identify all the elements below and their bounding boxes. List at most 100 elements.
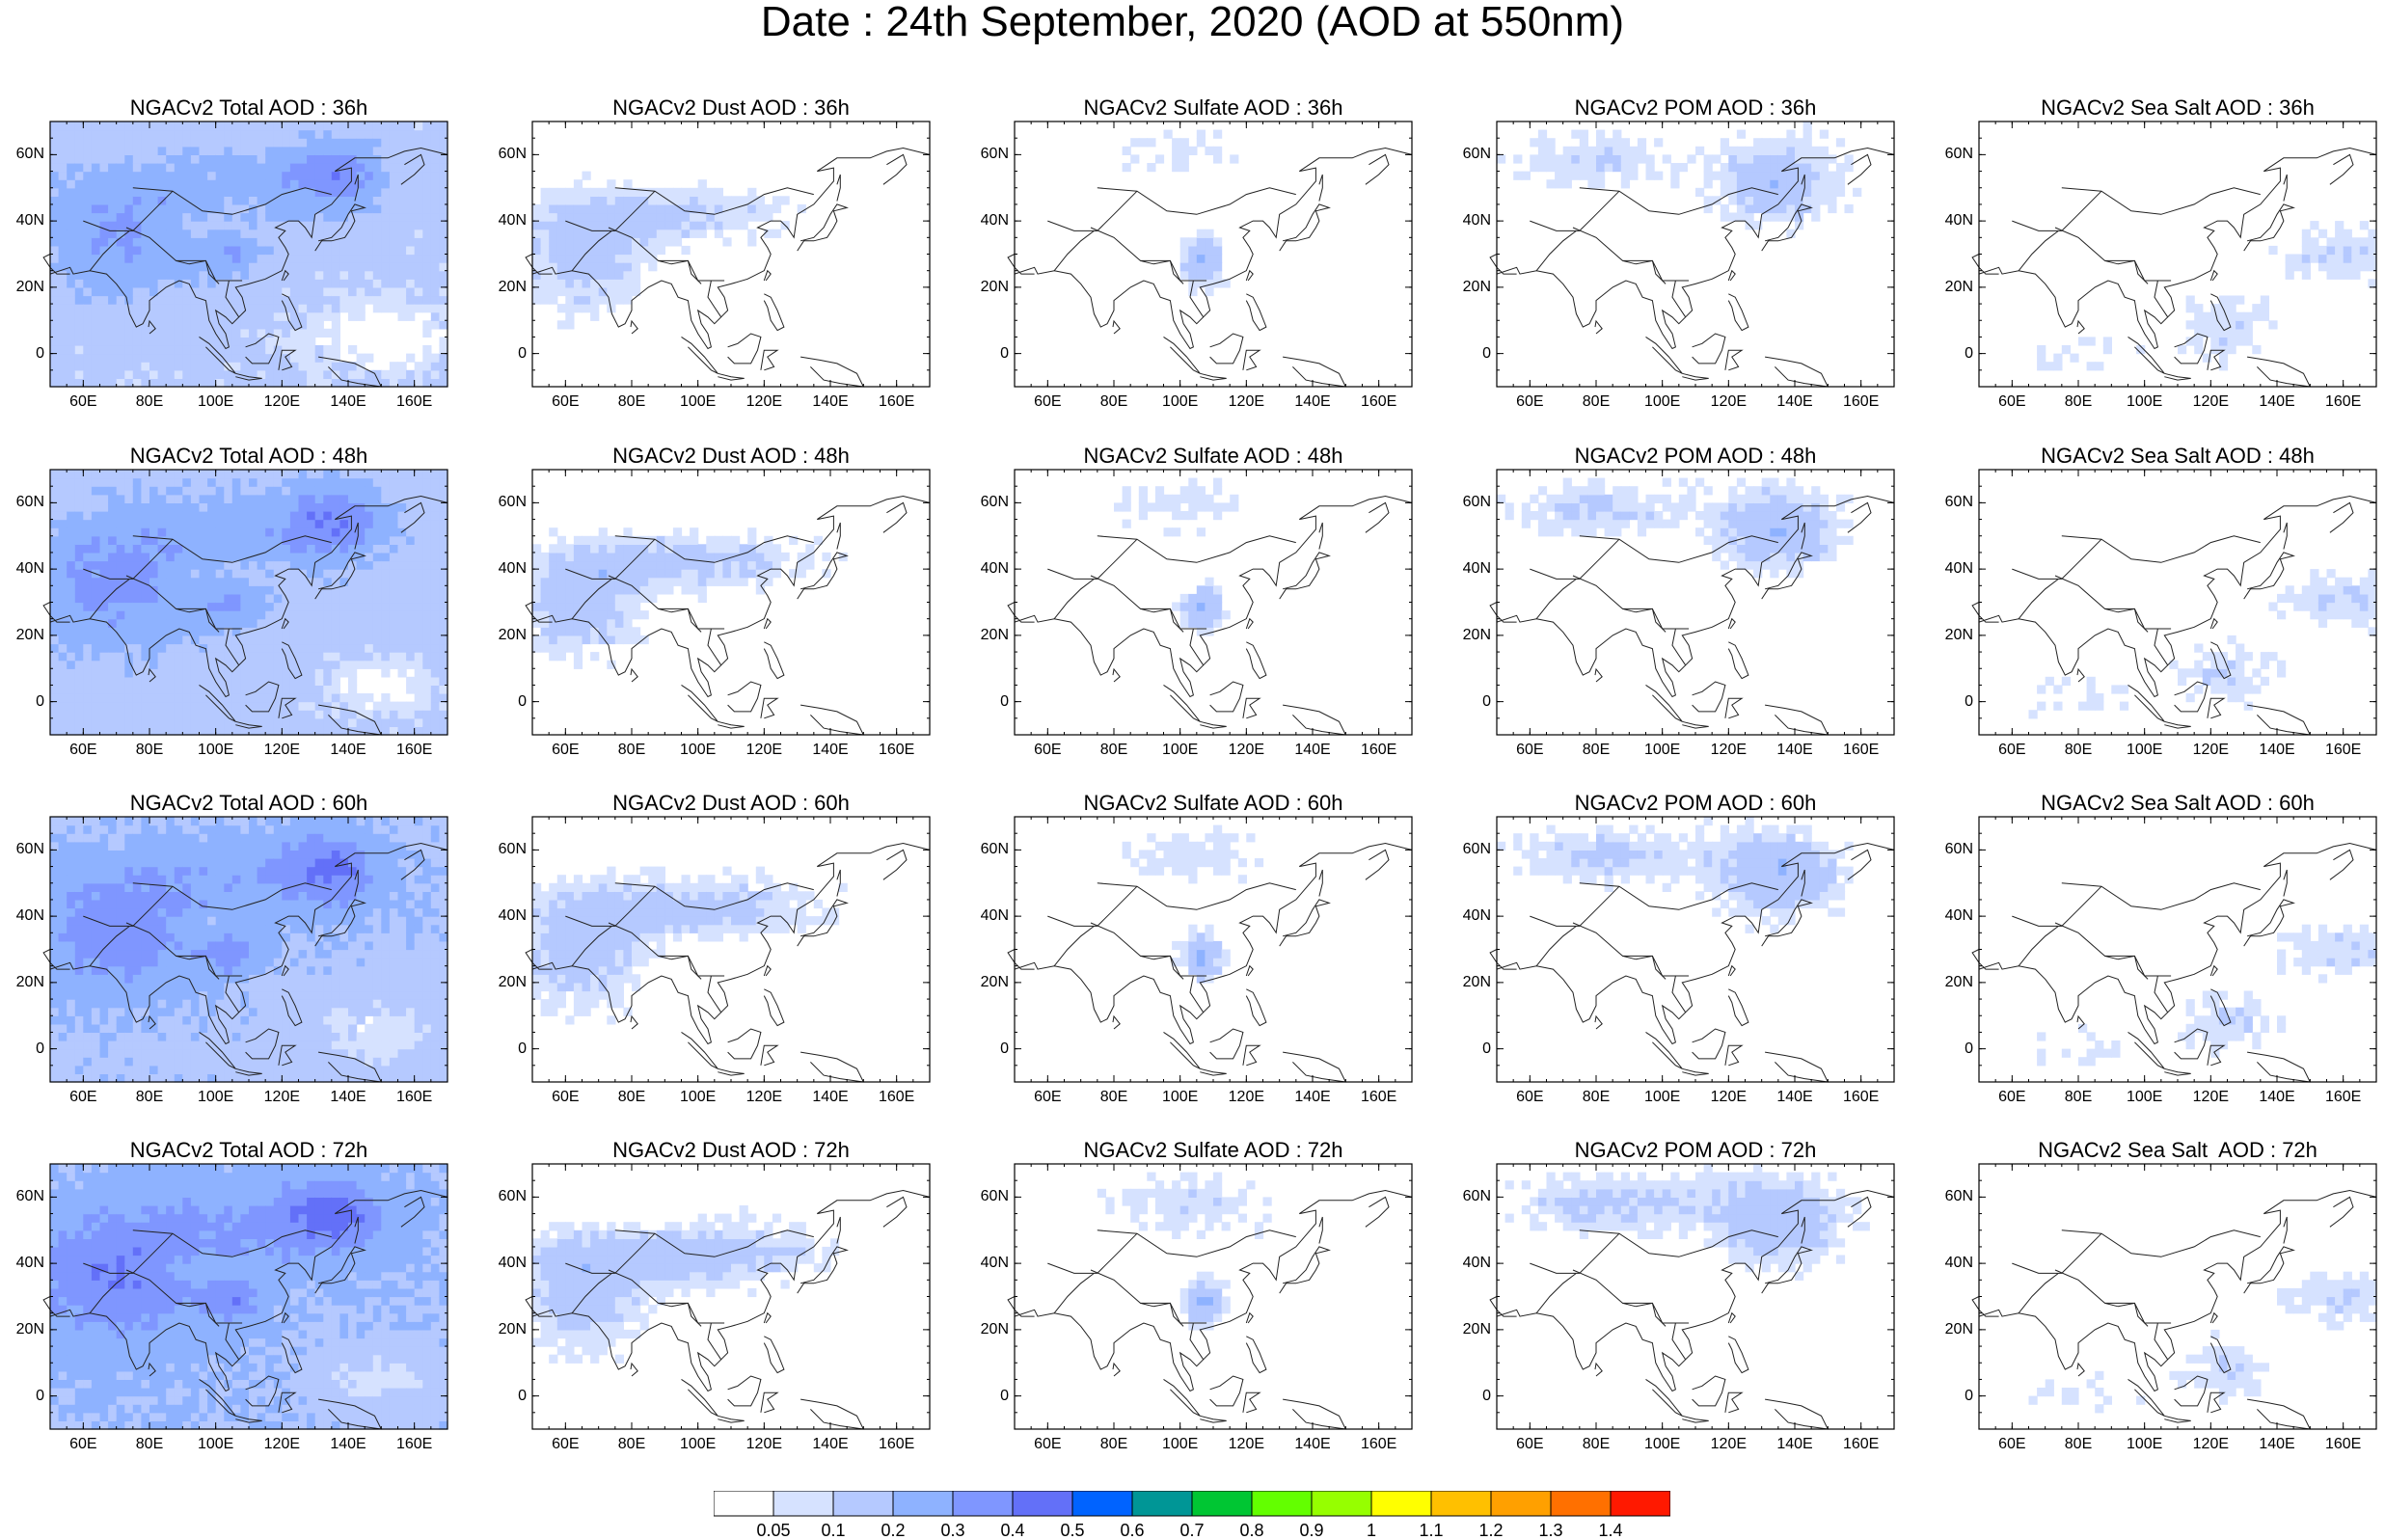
lon-tick-label: 120E: [1704, 394, 1752, 410]
lon-tick-label: 80E: [1090, 743, 1138, 758]
colorbar-tick-label: 0.2: [869, 1522, 917, 1539]
lon-tick-label: 160E: [2319, 1437, 2368, 1452]
lon-tick-label: 80E: [125, 743, 174, 758]
lon-tick-label: 140E: [2253, 394, 2301, 410]
lat-tick-label: 0: [10, 346, 44, 362]
lon-tick-label: 140E: [806, 1090, 854, 1105]
lat-tick-label: 60N: [492, 1189, 527, 1204]
lon-tick-label: 80E: [608, 394, 656, 410]
lat-tick-label: 20N: [1456, 975, 1491, 990]
lon-tick-label: 80E: [125, 394, 174, 410]
aod-field: [532, 1205, 839, 1364]
aod-field: [532, 867, 848, 1025]
lat-tick-label: 20N: [1456, 1322, 1491, 1337]
lat-tick-label: 40N: [10, 213, 44, 229]
panel-title: NGACv2 Total AOD : 72h: [13, 1139, 485, 1162]
colorbar-swatch: [1013, 1491, 1072, 1516]
lon-tick-label: 60E: [59, 743, 107, 758]
panel-title: NGACv2 Sulfate AOD : 36h: [977, 96, 1450, 120]
colorbar-swatch: [1072, 1491, 1132, 1516]
colorbar-swatch: [1551, 1491, 1611, 1516]
lon-tick-label: 160E: [1355, 1437, 1403, 1452]
aod-map: [1015, 470, 1412, 735]
lon-tick-label: 60E: [1988, 394, 2036, 410]
lat-tick-label: 0: [1456, 1041, 1491, 1057]
lon-tick-label: 100E: [1156, 394, 1205, 410]
aod-field: [50, 122, 448, 388]
lat-tick-label: 20N: [492, 280, 527, 295]
lon-tick-label: 60E: [1505, 1090, 1554, 1105]
panel-title: NGACv2 POM AOD : 36h: [1459, 96, 1932, 120]
lon-tick-label: 120E: [1222, 394, 1270, 410]
lat-tick-label: 40N: [492, 1256, 527, 1271]
lat-tick-label: 60N: [1938, 842, 1973, 857]
lon-tick-label: 140E: [324, 743, 372, 758]
panel-title: NGACv2 Dust AOD : 36h: [495, 96, 967, 120]
lon-tick-label: 80E: [1572, 1090, 1620, 1105]
lon-tick-label: 80E: [125, 1437, 174, 1452]
lon-tick-label: 160E: [391, 1090, 439, 1105]
lon-tick-label: 140E: [2253, 1090, 2301, 1105]
lon-tick-label: 160E: [1355, 1090, 1403, 1105]
aod-map: [1979, 470, 2376, 735]
colorbar-swatch: [1132, 1491, 1192, 1516]
panel-title: NGACv2 POM AOD : 60h: [1459, 792, 1932, 815]
lat-tick-label: 0: [10, 1041, 44, 1057]
aod-map: [532, 470, 930, 735]
aod-field: [1497, 817, 1854, 933]
aod-field: [532, 527, 848, 669]
lon-tick-label: 80E: [2054, 1090, 2102, 1105]
aod-map: [50, 817, 447, 1082]
panel-title: NGACv2 Sea Salt AOD : 36h: [1941, 96, 2385, 120]
lat-tick-label: 20N: [492, 975, 527, 990]
lat-tick-label: 60N: [492, 147, 527, 162]
panel-title: NGACv2 POM AOD : 72h: [1459, 1139, 1932, 1162]
lon-tick-label: 60E: [1505, 1437, 1554, 1452]
lat-tick-label: 60N: [974, 842, 1009, 857]
lat-tick-label: 20N: [1938, 628, 1973, 643]
lat-tick-label: 60N: [1938, 495, 1973, 510]
lat-tick-label: 0: [1456, 346, 1491, 362]
lon-tick-label: 100E: [1639, 743, 1687, 758]
lat-tick-label: 0: [1456, 694, 1491, 710]
colorbar-swatch: [1252, 1491, 1312, 1516]
lon-tick-label: 100E: [1639, 1437, 1687, 1452]
aod-field: [1114, 478, 1238, 636]
lon-tick-label: 140E: [1771, 1437, 1819, 1452]
aod-map: [1497, 470, 1894, 735]
lon-tick-label: 60E: [1505, 743, 1554, 758]
aod-map: [50, 1164, 447, 1429]
lon-tick-label: 60E: [541, 743, 589, 758]
colorbar-tick-label: 1.3: [1527, 1522, 1575, 1539]
lat-tick-label: 60N: [1456, 842, 1491, 857]
lon-tick-label: 120E: [257, 394, 306, 410]
lon-tick-label: 100E: [1156, 743, 1205, 758]
lat-tick-label: 0: [974, 346, 1009, 362]
aod-field: [2037, 925, 2377, 1067]
lon-tick-label: 80E: [608, 743, 656, 758]
lon-tick-label: 60E: [1023, 743, 1071, 758]
aod-map: [1979, 817, 2376, 1082]
aod-field: [1098, 1173, 1272, 1331]
panel-title: NGACv2 Sulfate AOD : 72h: [977, 1139, 1450, 1162]
lon-tick-label: 140E: [1771, 1090, 1819, 1105]
lon-tick-label: 160E: [2319, 394, 2368, 410]
lat-tick-label: 20N: [1456, 280, 1491, 295]
lat-tick-label: 0: [492, 346, 527, 362]
colorbar-tick-label: 0.6: [1108, 1522, 1156, 1539]
lon-tick-label: 160E: [391, 1437, 439, 1452]
lon-tick-label: 120E: [1222, 1437, 1270, 1452]
lon-tick-label: 100E: [2121, 1090, 2169, 1105]
panel-title: NGACv2 Dust AOD : 48h: [495, 445, 967, 468]
lat-tick-label: 40N: [10, 1256, 44, 1271]
lon-tick-label: 160E: [873, 394, 921, 410]
aod-field: [2029, 569, 2377, 718]
aod-field: [50, 1164, 448, 1430]
